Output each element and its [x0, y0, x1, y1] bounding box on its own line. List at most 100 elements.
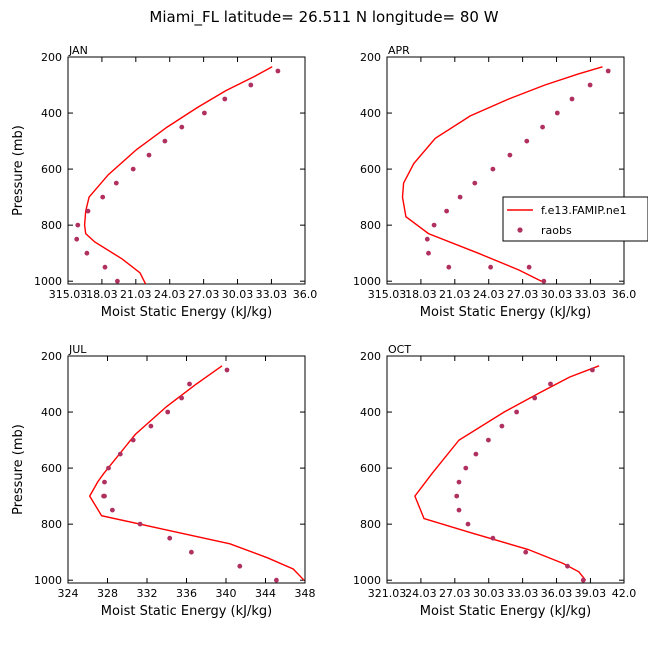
y-tick-label: 600 — [41, 462, 62, 475]
y-tick-label: 600 — [360, 163, 381, 176]
model-line — [88, 365, 305, 581]
raobs-point — [189, 549, 194, 555]
y-tick-label: 600 — [41, 163, 62, 176]
raobs-point — [457, 194, 463, 200]
x-tick-label: 336 — [176, 587, 197, 600]
x-tick-label: 36.0 — [293, 288, 318, 301]
raobs-point — [162, 138, 168, 144]
x-tick-label: 36.0 — [612, 288, 637, 301]
x-tick-label: 21.03 — [120, 288, 152, 301]
raobs-point — [569, 96, 575, 102]
raobs-point — [237, 563, 243, 569]
raobs-point — [554, 110, 560, 116]
raobs-point — [454, 493, 460, 499]
x-tick-label: 321.03 — [368, 587, 407, 600]
y-tick-label: 200 — [41, 350, 62, 363]
y-tick-label: 1000 — [34, 574, 62, 587]
raobs-point — [113, 180, 119, 186]
raobs-point — [524, 138, 530, 144]
panel-jul: JUL 324 328 332 336 340 344 348 200 400 600 800 1000… — [11, 343, 316, 619]
raobs-point — [102, 479, 107, 485]
raobs-point — [456, 507, 462, 513]
raobs-point — [224, 367, 230, 373]
raobs-point — [275, 68, 281, 74]
x-tick-label: 18.03 — [405, 288, 437, 301]
raobs-point — [167, 535, 173, 541]
y-tick-label: 800 — [41, 518, 62, 531]
raobs-point — [75, 222, 81, 228]
raobs-point — [222, 96, 228, 102]
raobs-point — [499, 423, 505, 429]
raobs-point — [130, 437, 136, 443]
raobs-point — [148, 423, 154, 429]
x-tick-label: 27.03 — [188, 288, 220, 301]
model-line — [83, 66, 273, 285]
raobs-point — [100, 194, 106, 200]
y-tick-label: 400 — [41, 406, 62, 419]
panel-label: OCT — [388, 343, 411, 356]
raobs-point — [84, 250, 90, 256]
raobs-point — [548, 381, 553, 387]
raobs-point — [565, 563, 570, 569]
raobs-point — [540, 124, 545, 130]
x-tick-label: 328 — [97, 587, 118, 600]
x-tick-label: 30.03 — [541, 288, 573, 301]
raobs-point — [446, 264, 452, 270]
y-axis-label: Pressure (mb) — [11, 125, 26, 216]
legend-box — [502, 196, 648, 242]
x-tick-label: 315.03 — [368, 288, 407, 301]
raobs-point — [580, 577, 586, 583]
raobs-point — [102, 264, 108, 270]
x-tick-label: 33.03 — [575, 288, 607, 301]
x-tick-label: 24.03 — [473, 288, 505, 301]
raobs-point — [426, 250, 431, 256]
raobs-point — [486, 437, 491, 443]
legend-marker-swatch — [517, 227, 523, 233]
model-line — [401, 66, 603, 282]
model-line — [414, 365, 600, 581]
x-tick-label: 33.03 — [507, 587, 539, 600]
raobs-point — [590, 367, 595, 373]
x-tick-label: 30.03 — [222, 288, 254, 301]
raobs-point — [431, 222, 437, 228]
raobs-point — [115, 278, 120, 284]
raobs-point — [541, 278, 547, 284]
raobs-point — [179, 124, 185, 130]
legend: f.e13.FAMIP.ne1 raobs — [502, 196, 648, 242]
x-tick-label: 24.03 — [405, 587, 437, 600]
raobs-point — [490, 535, 496, 541]
raobs-point — [465, 521, 471, 527]
y-tick-label: 400 — [360, 107, 381, 120]
y-tick-label: 1000 — [353, 275, 381, 288]
x-tick-label: 36.03 — [541, 587, 573, 600]
raobs-point — [74, 236, 80, 242]
raobs-point — [526, 264, 532, 270]
raobs-point — [146, 152, 152, 158]
raobs-point — [110, 507, 115, 513]
raobs-point — [532, 395, 538, 401]
x-tick-label: 33.03 — [256, 288, 288, 301]
x-tick-label: 24.03 — [154, 288, 186, 301]
y-tick-label: 1000 — [34, 275, 62, 288]
raobs-point — [587, 82, 593, 88]
raobs-point — [102, 493, 107, 499]
x-tick-label: 324 — [58, 587, 79, 600]
x-axis-label: Moist Static Energy (kJ/kg) — [420, 305, 591, 320]
raobs-point — [424, 236, 430, 242]
raobs-point — [444, 208, 449, 214]
x-tick-label: 315.03 — [49, 288, 88, 301]
x-tick-label: 348 — [295, 587, 316, 600]
legend-label: raobs — [541, 224, 572, 237]
y-tick-label: 800 — [360, 219, 381, 232]
panel-label: APR — [388, 44, 410, 57]
y-tick-label: 200 — [41, 51, 62, 64]
raobs-point — [187, 381, 192, 387]
figure-title: Miami_FL latitude= 26.511 N longitude= 8… — [149, 8, 498, 27]
x-tick-label: 42.0 — [612, 587, 637, 600]
raobs-point — [472, 180, 478, 186]
raobs-point — [514, 409, 519, 415]
plot-frame — [386, 355, 625, 584]
raobs-point — [248, 82, 254, 88]
